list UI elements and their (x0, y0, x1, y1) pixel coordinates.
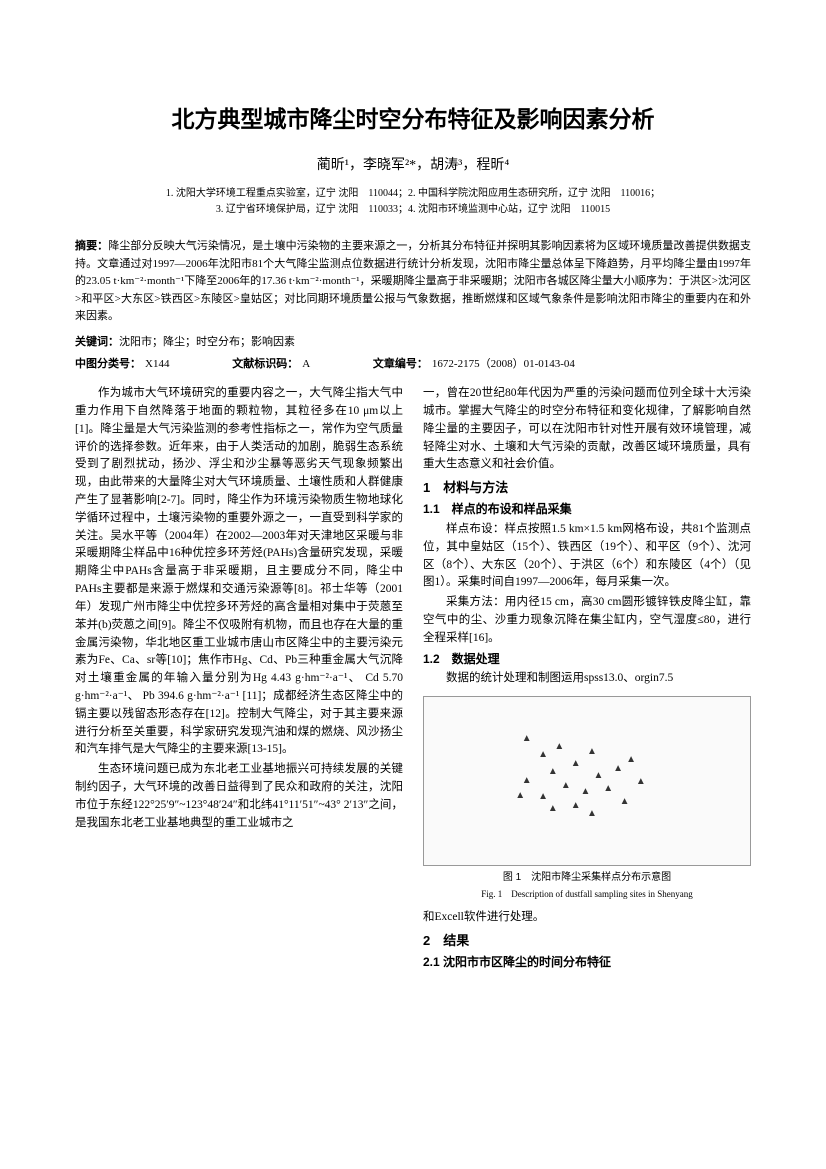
abstract-text: 降尘部分反映大气污染情况，是土壤中污染物的主要来源之一，分析其分布特征并探明其影… (75, 240, 751, 322)
abstract-label: 摘要： (75, 240, 108, 252)
affiliation-line-1: 1. 沈阳大学环境工程重点实验室，辽宁 沈阳 110044；2. 中国科学院沈阳… (75, 186, 751, 202)
authors-line: 蔺昕¹，李晓军²*，胡涛³，程昕⁴ (75, 154, 751, 174)
section-1-2-heading: 1.2 数据处理 (423, 650, 751, 669)
paper-title: 北方典型城市降尘时空分布特征及影响因素分析 (75, 100, 751, 134)
map-dots: ▲ ▲ ▲ ▲ ▲ ▲ ▲ ▲ ▲ ▲ ▲ ▲ ▲ ▲ ▲ ▲ ▲ (424, 697, 750, 865)
affiliations: 1. 沈阳大学环境工程重点实验室，辽宁 沈阳 110044；2. 中国科学院沈阳… (75, 186, 751, 218)
classification-line: 中图分类号：X144 文献标识码：A 文章编号：1672-2175（2008）0… (75, 356, 751, 374)
article-id: 1672-2175（2008）01-0143-04 (432, 356, 575, 374)
keywords-text: 沈阳市；降尘；时空分布；影响因素 (119, 336, 295, 348)
doc-code: A (302, 356, 310, 374)
body-columns: 作为城市大气环境研究的重要内容之一，大气降尘指大气中重力作用下自然降落于地面的颗… (75, 385, 751, 974)
column-right: 一，曾在20世纪80年代因为严重的污染问题而位列全球十大污染城市。掌握大气降尘的… (423, 385, 751, 974)
section-1-1-heading: 1.1 样点的布设和样品采集 (423, 500, 751, 519)
section-2-heading: 2 结果 (423, 931, 751, 951)
column-left: 作为城市大气环境研究的重要内容之一，大气降尘指大气中重力作用下自然降落于地面的颗… (75, 385, 403, 974)
col2-paragraph-4: 数据的统计处理和制图运用spss13.0、orgin7.5 (423, 670, 751, 688)
col1-paragraph-1: 作为城市大气环境研究的重要内容之一，大气降尘指大气中重力作用下自然降落于地面的颗… (75, 385, 403, 759)
col2-paragraph-2: 样点布设：样点按照1.5 km×1.5 km网格布设，共81个监测点位，其中皇姑… (423, 521, 751, 592)
abstract-block: 摘要：降尘部分反映大气污染情况，是土壤中污染物的主要来源之一，分析其分布特征并探… (75, 238, 751, 326)
section-2-1-heading: 2.1 沈阳市市区降尘的时间分布特征 (423, 953, 751, 972)
class-number: X144 (145, 356, 169, 374)
section-1-heading: 1 材料与方法 (423, 478, 751, 498)
class-number-label: 中图分类号： (75, 356, 141, 374)
col2-paragraph-3: 采集方法：用内径15 cm，高30 cm圆形镀锌铁皮降尘缸，靠空气中的尘、沙重力… (423, 594, 751, 647)
map-placeholder: ▲ ▲ ▲ ▲ ▲ ▲ ▲ ▲ ▲ ▲ ▲ ▲ ▲ ▲ ▲ ▲ ▲ (423, 696, 751, 866)
col2-paragraph-1: 一，曾在20世纪80年代因为严重的污染问题而位列全球十大污染城市。掌握大气降尘的… (423, 385, 751, 474)
col2-paragraph-5: 和Excell软件进行处理。 (423, 909, 751, 927)
col1-paragraph-2: 生态环境问题已成为东北老工业基地振兴可持续发展的关键制约因子，大气环境的改善日益… (75, 761, 403, 832)
figure-1-caption-en: Fig. 1 Description of dustfall sampling … (423, 888, 751, 902)
affiliation-line-2: 3. 辽宁省环境保护局，辽宁 沈阳 110033；4. 沈阳市环境监测中心站，辽… (75, 202, 751, 218)
keywords-block: 关键词：沈阳市；降尘；时空分布；影响因素 (75, 334, 751, 352)
figure-1: ▲ ▲ ▲ ▲ ▲ ▲ ▲ ▲ ▲ ▲ ▲ ▲ ▲ ▲ ▲ ▲ ▲ (423, 696, 751, 901)
figure-1-caption-cn: 图 1 沈阳市降尘采集样点分布示意图 (423, 870, 751, 886)
doc-code-label: 文献标识码： (232, 356, 298, 374)
article-id-label: 文章编号： (373, 356, 428, 374)
keywords-label: 关键词： (75, 336, 119, 348)
